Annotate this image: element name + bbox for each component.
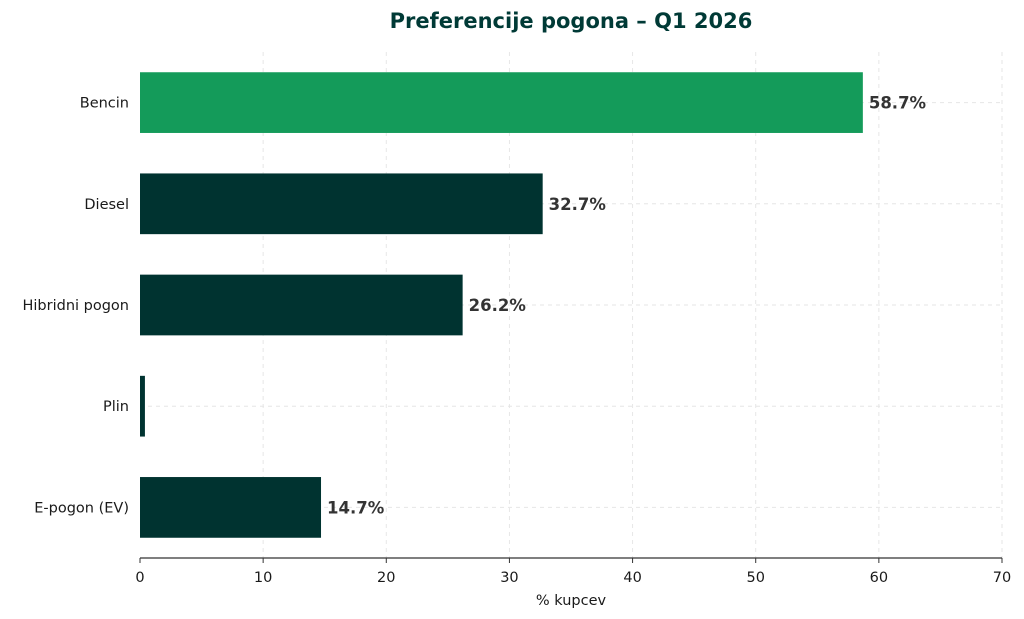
tick-label-2: 20 [377,570,395,586]
data-labels: 58.7% 32.7% 26.2% 14.7% [327,94,927,518]
data-label-4: 14.7% [327,498,385,517]
tick-label-0: 0 [135,570,144,586]
tick-label-4: 40 [623,570,641,586]
x-axis-label: % kupcev [536,593,607,609]
tick-label-6: 60 [870,570,888,586]
x-axis-ticks: 0 10 20 30 40 50 60 70 [135,558,1011,586]
bar-4 [140,477,322,538]
bar-3 [140,375,145,437]
category-labels: Bencin Diesel Hibridni pogon Plin E-pogon (E… [23,96,130,517]
bar-0 [140,72,863,133]
category-label-1: Diesel [84,197,129,213]
tick-label-3: 30 [500,570,518,586]
tick-label-1: 10 [254,570,272,586]
tick-label-7: 70 [993,570,1011,586]
data-label-0: 58.7% [869,94,927,113]
category-label-0: Bencin [80,96,129,112]
chart-title: Preferencije pogona – Q1 2026 [390,9,753,33]
bar-1 [140,173,543,235]
category-label-2: Hibridni pogon [23,298,130,314]
tick-label-5: 50 [746,570,764,586]
bars [140,72,863,538]
data-label-1: 32.7% [549,195,607,214]
category-label-4: E-pogon (EV) [34,500,129,516]
category-label-3: Plin [103,399,129,415]
bar-2 [140,274,463,336]
data-label-2: 26.2% [469,296,527,315]
